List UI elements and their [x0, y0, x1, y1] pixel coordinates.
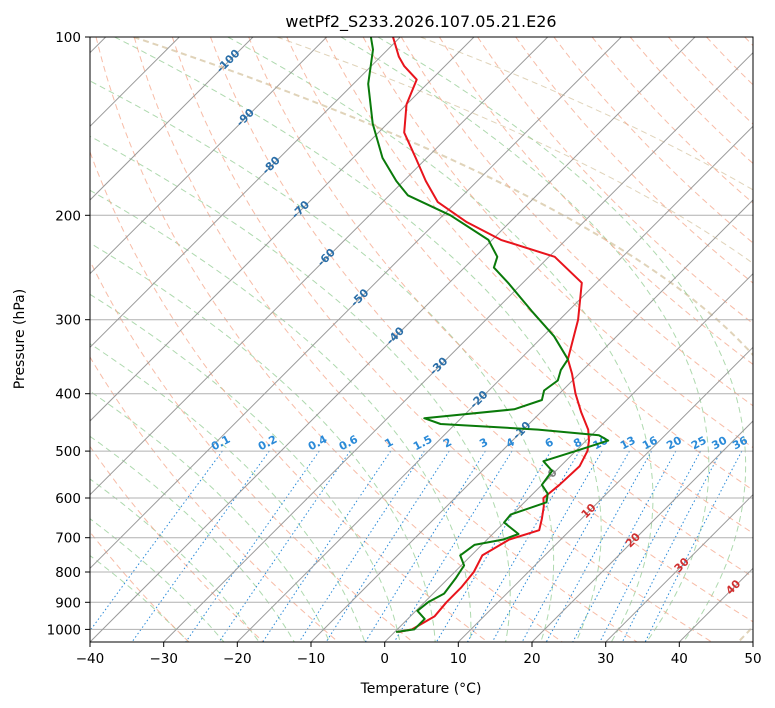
theta-e-line	[276, 37, 753, 264]
dry-adiabat	[95, 37, 563, 642]
x-tick-label: 30	[597, 651, 614, 667]
y-axis-label: Pressure (hPa)	[12, 289, 28, 389]
moist-adiabat	[340, 37, 710, 642]
mixing-ratio-line	[491, 450, 603, 642]
x-tick-label: 40	[671, 651, 688, 667]
theta-e-line	[133, 37, 753, 642]
isotherm-line	[90, 37, 254, 201]
x-tick-label: −10	[297, 651, 326, 667]
dewpoint-profile-line	[367, 37, 610, 633]
mixing-ratio-label: 36	[730, 434, 750, 453]
moist-adiabat	[227, 37, 654, 642]
mixing-ratio-line	[621, 450, 722, 642]
y-tick-label: 600	[55, 491, 81, 507]
chart-title: wetPf2_S233.2026.107.05.21.E26	[285, 12, 556, 32]
mixing-ratio-label: 13	[618, 434, 638, 453]
y-tick-label: 800	[55, 565, 81, 581]
x-tick-label: −40	[76, 651, 105, 667]
dry-adiabat	[400, 37, 753, 407]
isotherm-line	[457, 346, 753, 642]
profile-series	[367, 37, 610, 633]
plot-area: -100-90-80-70-60-50-40-30-20-10010203040…	[90, 37, 753, 642]
isotherm-line	[163, 51, 753, 642]
x-tick-label: 50	[744, 651, 761, 667]
dry-adiabat	[90, 356, 339, 642]
isobar-grid	[90, 37, 753, 630]
moist-adiabat	[90, 478, 260, 642]
x-tick-label: 0	[380, 651, 389, 667]
moist-adiabat	[90, 293, 401, 642]
isotherm-line	[531, 420, 753, 642]
isotherm-line	[90, 37, 696, 642]
y-tick-label: 100	[55, 30, 81, 46]
isotherm-line	[384, 272, 753, 642]
y-tick-label: 900	[55, 595, 81, 611]
mixing-ratio-label: 30	[710, 434, 730, 453]
mixing-ratio-line	[545, 450, 653, 642]
x-tick-label: −30	[149, 651, 178, 667]
isotherm-line	[90, 37, 549, 496]
plot-frame	[89, 36, 754, 643]
moist-adiabat	[377, 37, 747, 642]
mixing-ratio-label: 25	[689, 434, 709, 453]
y-tick-label: 300	[55, 313, 81, 329]
moist-adiabat	[90, 343, 366, 642]
y-tick-label: 500	[55, 444, 81, 460]
dry-adiabat	[591, 37, 753, 204]
mixing-ratio-line	[325, 450, 450, 642]
mixing-ratio-line	[435, 450, 552, 642]
isotherm-line	[90, 37, 622, 570]
x-axis-label: Temperature (°C)	[360, 681, 482, 697]
dry-adiabat	[438, 37, 753, 365]
isotherm-line	[90, 37, 475, 422]
isotherm-grid	[90, 37, 753, 642]
isotherm-line	[605, 493, 753, 642]
mixing-ratio-line	[131, 450, 270, 642]
moist-adiabat	[90, 435, 295, 642]
mixing-ratio-line	[572, 450, 677, 642]
y-tick-label: 400	[55, 387, 81, 403]
y-tick-label: 200	[55, 208, 81, 224]
mixing-ratio-label: 20	[664, 434, 684, 453]
y-axis-ticks: 100 200 300 400 500 600 700 800 900 1000	[47, 30, 90, 638]
y-tick-label: 1000	[47, 622, 81, 638]
dry-adiabat	[248, 37, 753, 578]
dry-adiabat	[553, 37, 753, 244]
mixing-ratio-labels: 0.1 0.2 0.4 0.6 1 1.5 2 3 4 6 8 10 13 16 20 25 30 36	[209, 433, 750, 454]
isotherm-line	[236, 125, 753, 642]
dry-adiabat	[286, 37, 753, 534]
x-tick-label: 10	[450, 651, 467, 667]
mixing-ratio-line	[521, 450, 630, 642]
theta-e-line	[420, 37, 753, 191]
dry-adiabat	[90, 445, 264, 642]
mixing-ratio-line	[393, 450, 513, 642]
mixing-ratio-line	[185, 450, 320, 642]
mixing-ratio-label: 16	[640, 434, 660, 453]
mixing-ratio-line	[218, 450, 351, 642]
moist-adiabat	[90, 189, 472, 642]
x-tick-label: 20	[523, 651, 540, 667]
dry-adiabat	[210, 37, 753, 623]
moist-adiabat	[114, 37, 602, 642]
dry-adiabat	[90, 259, 414, 642]
isotherm-line	[310, 199, 753, 642]
mixing-ratio-line	[599, 450, 701, 642]
isotherm-line	[90, 37, 328, 275]
isotherm-line	[90, 37, 401, 349]
x-axis-ticks: −40 −30 −20 −10 0 10 20 30 40 50	[76, 642, 762, 667]
x-tick-label: −20	[223, 651, 252, 667]
temperature-profile-line	[392, 37, 590, 633]
mixing-ratio-line	[364, 450, 486, 642]
theta-e-lines	[133, 37, 753, 642]
dry-adiabat	[171, 37, 712, 642]
y-tick-label: 700	[55, 531, 81, 547]
dry-adiabat	[324, 37, 753, 491]
mixing-ratio-lines	[90, 450, 743, 642]
